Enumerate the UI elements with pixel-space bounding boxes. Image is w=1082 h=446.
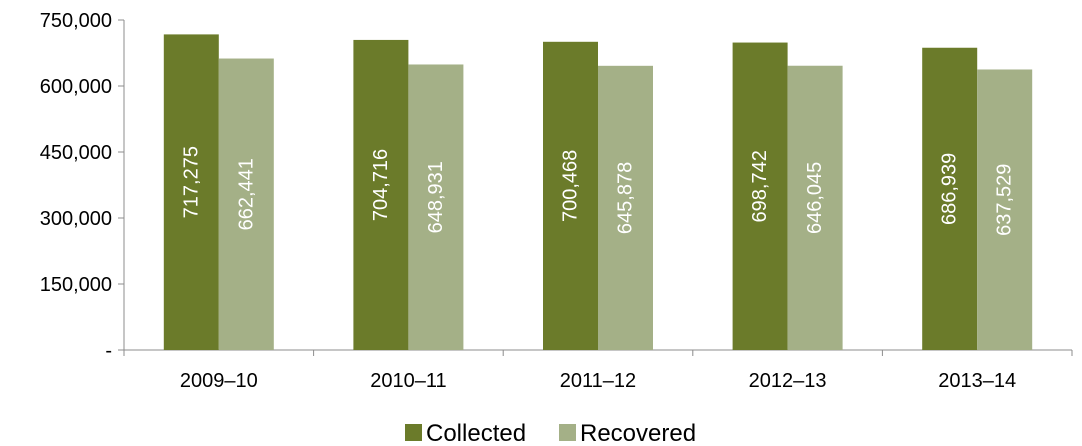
bar-collected — [543, 41, 598, 351]
y-tick-label: 300,000 — [40, 208, 112, 230]
data-label: 662,441 — [235, 158, 257, 230]
bars-group: 717,275 662,441 704,716 648,931 700,468 645,8… — [163, 34, 1033, 351]
data-label: 637,529 — [994, 164, 1016, 236]
y-tick-label: 750,000 — [40, 10, 112, 32]
data-label: 686,939 — [939, 153, 961, 225]
bar-recovered — [598, 65, 653, 350]
data-label: 700,468 — [560, 150, 582, 222]
data-label: 717,275 — [180, 146, 202, 218]
y-axis: - 150,000 300,000 450,000 600,000 750,000 — [40, 10, 125, 362]
data-label: 698,742 — [749, 150, 771, 222]
x-category-label: 2011–12 — [560, 370, 636, 392]
bar-recovered — [787, 65, 843, 350]
y-tick-label: 450,000 — [40, 142, 112, 164]
legend: Collected Recovered — [405, 420, 696, 446]
bar-recovered — [977, 69, 1033, 350]
x-category-label: 2013–14 — [938, 370, 1016, 392]
bar-recovered — [408, 64, 464, 350]
bar-collected — [353, 39, 409, 351]
x-axis: 2009–10 2010–11 2011–12 2012–13 2013–14 — [123, 349, 1073, 392]
legend-swatch-recovered — [559, 424, 576, 441]
x-category-label: 2010–11 — [370, 370, 446, 392]
data-label: 645,878 — [615, 162, 637, 234]
data-label: 648,931 — [425, 161, 447, 233]
bar-recovered — [218, 58, 274, 350]
data-label: 646,045 — [804, 162, 826, 234]
data-label: 704,716 — [370, 149, 392, 221]
x-category-label: 2009–10 — [180, 370, 258, 392]
y-tick-label: 150,000 — [40, 274, 112, 296]
legend-swatch-collected — [405, 424, 422, 441]
bar-collected — [922, 47, 978, 351]
bar-collected — [163, 34, 219, 351]
y-tick-label: 600,000 — [40, 76, 112, 98]
y-tick-label: - — [105, 340, 112, 362]
legend-label: Recovered — [580, 420, 696, 446]
legend-label: Collected — [426, 420, 526, 446]
bar-collected — [732, 42, 788, 350]
x-category-label: 2012–13 — [749, 370, 827, 392]
